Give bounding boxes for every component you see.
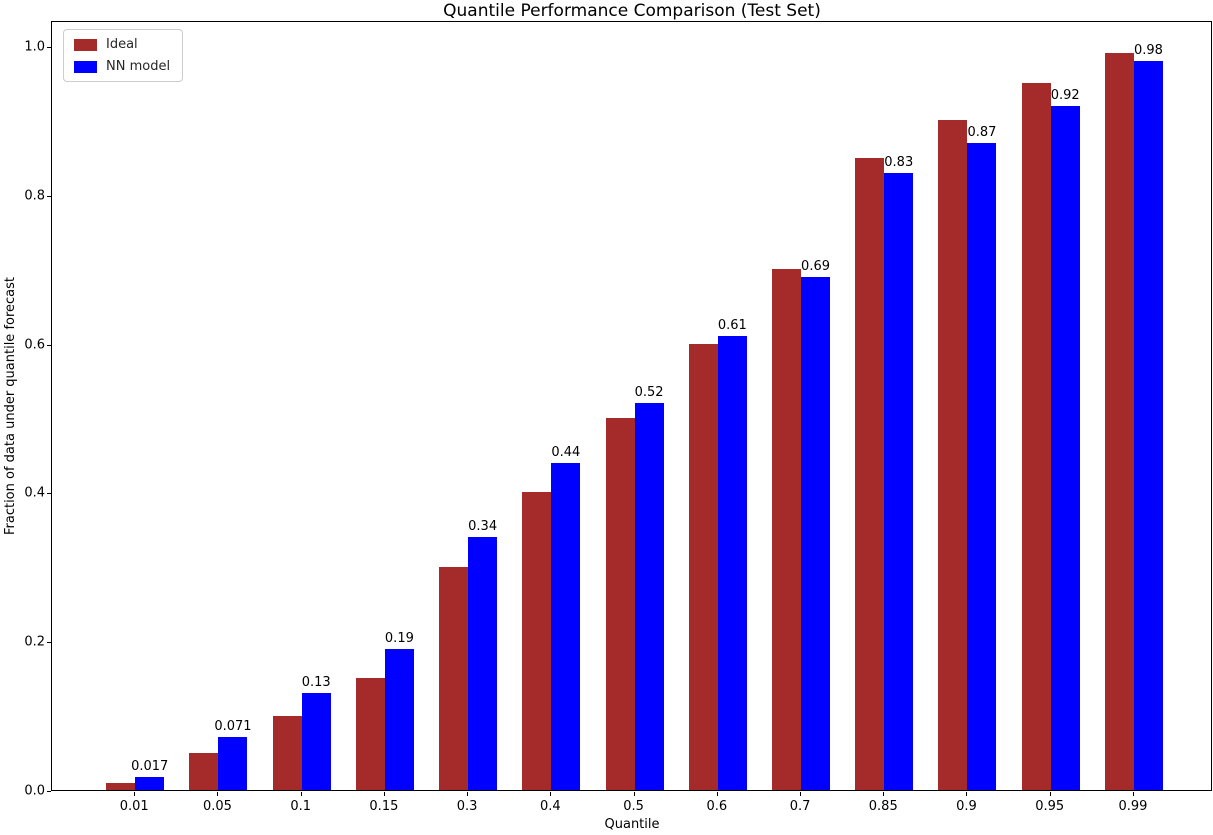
y-tick-mark <box>47 642 51 644</box>
x-tick-label: 0.05 <box>202 799 232 814</box>
bar-ideal <box>688 343 718 790</box>
x-tick-mark <box>1132 792 1134 796</box>
bar-ideal <box>189 752 219 790</box>
x-tick-label: 0.99 <box>1118 799 1148 814</box>
legend-item-nn-model: NN model <box>74 59 170 74</box>
bar-ideal <box>938 120 968 790</box>
x-tick-mark <box>467 792 469 796</box>
x-tick-mark <box>550 792 552 796</box>
x-tick-label: 0.1 <box>290 799 312 814</box>
x-tick-mark <box>966 792 968 796</box>
bar-nn-model <box>801 276 831 790</box>
value-label: 0.017 <box>131 759 169 775</box>
y-tick-label: 0.8 <box>24 188 45 204</box>
bar-nn-model <box>218 737 248 790</box>
x-tick-mark <box>1049 792 1051 796</box>
bar-ideal <box>522 492 552 790</box>
value-label: 0.19 <box>384 630 414 646</box>
y-tick-mark <box>47 47 51 49</box>
legend-swatch-nn-model <box>74 60 97 73</box>
bar-nn-model <box>884 172 914 790</box>
bar-nn-model <box>468 537 498 790</box>
x-tick-label: 0.95 <box>1035 799 1065 814</box>
y-tick-label: 0.4 <box>24 485 45 501</box>
bar-ideal <box>772 269 802 790</box>
bar-ideal <box>855 157 885 790</box>
bar-nn-model <box>1050 105 1080 790</box>
value-label: 0.13 <box>301 675 331 691</box>
bar-nn-model <box>551 462 581 790</box>
value-label: 0.87 <box>967 124 997 140</box>
y-tick-mark <box>47 195 51 197</box>
x-tick-mark <box>633 792 635 796</box>
bar-nn-model <box>1133 60 1163 790</box>
value-label: 0.83 <box>884 154 914 170</box>
x-tick-mark <box>134 792 136 796</box>
value-label: 0.34 <box>468 519 498 535</box>
legend-item-ideal: Ideal <box>74 37 170 52</box>
bar-nn-model <box>301 693 331 790</box>
legend-label-ideal: Ideal <box>106 37 138 52</box>
bar-nn-model <box>135 777 165 790</box>
bar-ideal <box>272 715 302 790</box>
x-tick-label: 0.01 <box>119 799 149 814</box>
value-label: 0.69 <box>801 258 831 274</box>
y-tick-label: 0.0 <box>24 783 45 799</box>
y-tick-mark <box>47 493 51 495</box>
legend: Ideal NN model <box>63 29 184 82</box>
x-tick-mark <box>883 792 885 796</box>
y-tick-label: 0.6 <box>24 337 45 353</box>
x-tick-label: 0.7 <box>789 799 811 814</box>
x-tick-mark <box>800 792 802 796</box>
bar-ideal <box>439 566 469 790</box>
x-tick-mark <box>217 792 219 796</box>
bar-ideal <box>1021 83 1051 790</box>
value-label: 0.44 <box>551 444 581 460</box>
legend-label-nn-model: NN model <box>106 59 171 74</box>
bar-ideal <box>106 782 136 790</box>
legend-swatch-ideal <box>74 38 97 51</box>
x-tick-label: 0.9 <box>956 799 977 814</box>
bar-ideal <box>355 678 385 790</box>
x-tick-label: 0.85 <box>868 799 898 814</box>
x-tick-mark <box>383 792 385 796</box>
x-tick-mark <box>716 792 718 796</box>
x-tick-label: 0.6 <box>706 799 728 814</box>
bar-ideal <box>1104 53 1134 790</box>
x-tick-mark <box>300 792 302 796</box>
value-label: 0.61 <box>717 318 747 334</box>
y-tick-label: 0.2 <box>24 634 45 650</box>
value-label: 0.98 <box>1133 42 1163 58</box>
bar-nn-model <box>384 648 414 790</box>
value-label: 0.92 <box>1050 87 1080 103</box>
x-axis-label: Quantile <box>604 817 660 832</box>
bar-ideal <box>605 418 635 790</box>
x-tick-label: 0.15 <box>369 799 399 814</box>
y-axis-label: Fraction of data under quantile forecast <box>3 276 18 536</box>
x-tick-label: 0.4 <box>540 799 561 814</box>
y-tick-mark <box>47 791 51 792</box>
y-tick-mark <box>47 344 51 346</box>
value-label: 0.071 <box>214 719 252 735</box>
x-tick-label: 0.3 <box>456 799 478 814</box>
x-tick-label: 0.5 <box>623 799 644 814</box>
plot-area: 0.017 0.071 0.13 0.19 0.34 0.44 0.52 0.61 0.69 0.… <box>51 21 1212 791</box>
bar-nn-model <box>967 142 997 790</box>
chart-title: Quantile Performance Comparison (Test Se… <box>443 1 821 21</box>
bar-nn-model <box>717 336 747 790</box>
bar-nn-model <box>634 403 664 790</box>
value-label: 0.52 <box>634 385 664 401</box>
y-tick-label: 1.0 <box>24 39 45 55</box>
